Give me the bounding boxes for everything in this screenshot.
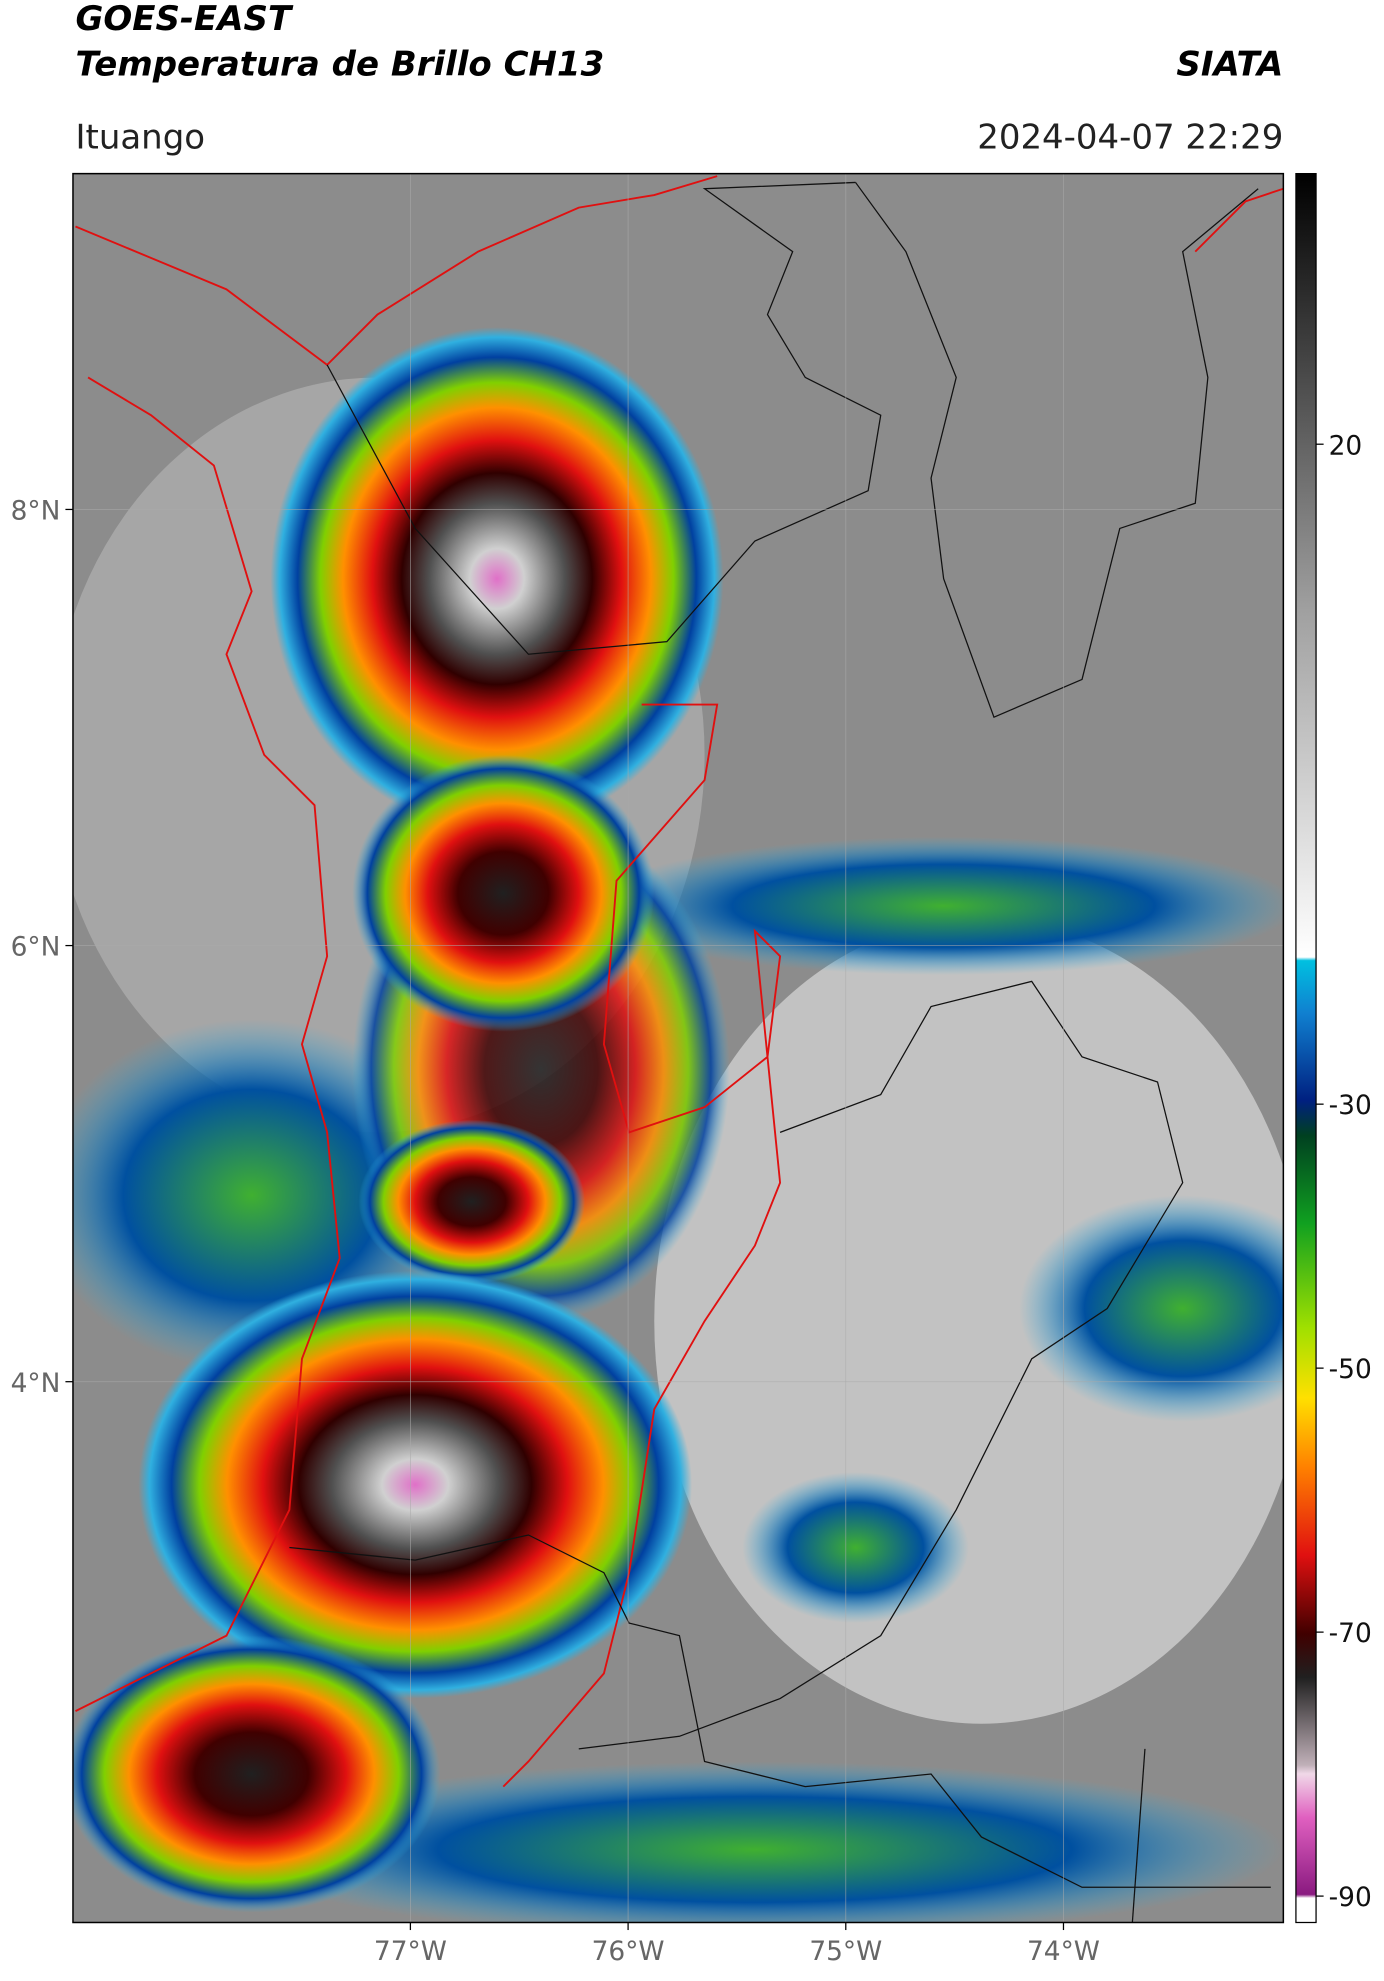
colorbar-tick-label: -70 [1329,1618,1372,1649]
border [855,182,1259,719]
x-tick-label: 74°W [1027,1936,1100,1967]
colorbar [1295,172,1317,1924]
convection [358,1119,586,1284]
map-frame [72,172,1285,1924]
cloud-band [742,1472,969,1624]
convection [352,754,655,1032]
graticule [72,173,1284,1923]
x-tick-label: 77°W [374,1936,447,1967]
x-tick-label: 75°W [809,1936,882,1967]
colorbar-tick-label: -90 [1329,1882,1372,1913]
border [75,175,718,367]
x-tick-label: 76°W [592,1936,665,1967]
location: Ituango [75,117,205,157]
colorbar-tick-label: -30 [1329,1090,1372,1121]
convection [270,327,724,831]
border [502,703,782,1788]
timestamp: 2024-04-07 22:29 [977,117,1283,157]
border [1194,187,1284,253]
satellite-image [72,173,1284,1923]
y-tick-label: 4°N [11,1368,61,1399]
border [326,181,882,655]
title: GOES-EAST [75,0,293,39]
cloud-band [226,1761,1284,1923]
y-tick-label: 6°N [11,932,61,963]
cloud-band [1019,1195,1284,1422]
border [289,1534,1271,1888]
border [75,376,341,1712]
convection [138,1270,692,1699]
colorbar-tick-label: 20 [1329,430,1363,461]
y-tick-label: 8°N [11,496,61,527]
border [578,980,1184,1750]
subtitle: Temperatura de Brillo CH13 [75,44,604,84]
convection [72,1635,441,1913]
border [1131,1748,1146,1923]
source: SIATA [1176,44,1283,84]
colorbar-tick-label: -50 [1329,1354,1372,1385]
